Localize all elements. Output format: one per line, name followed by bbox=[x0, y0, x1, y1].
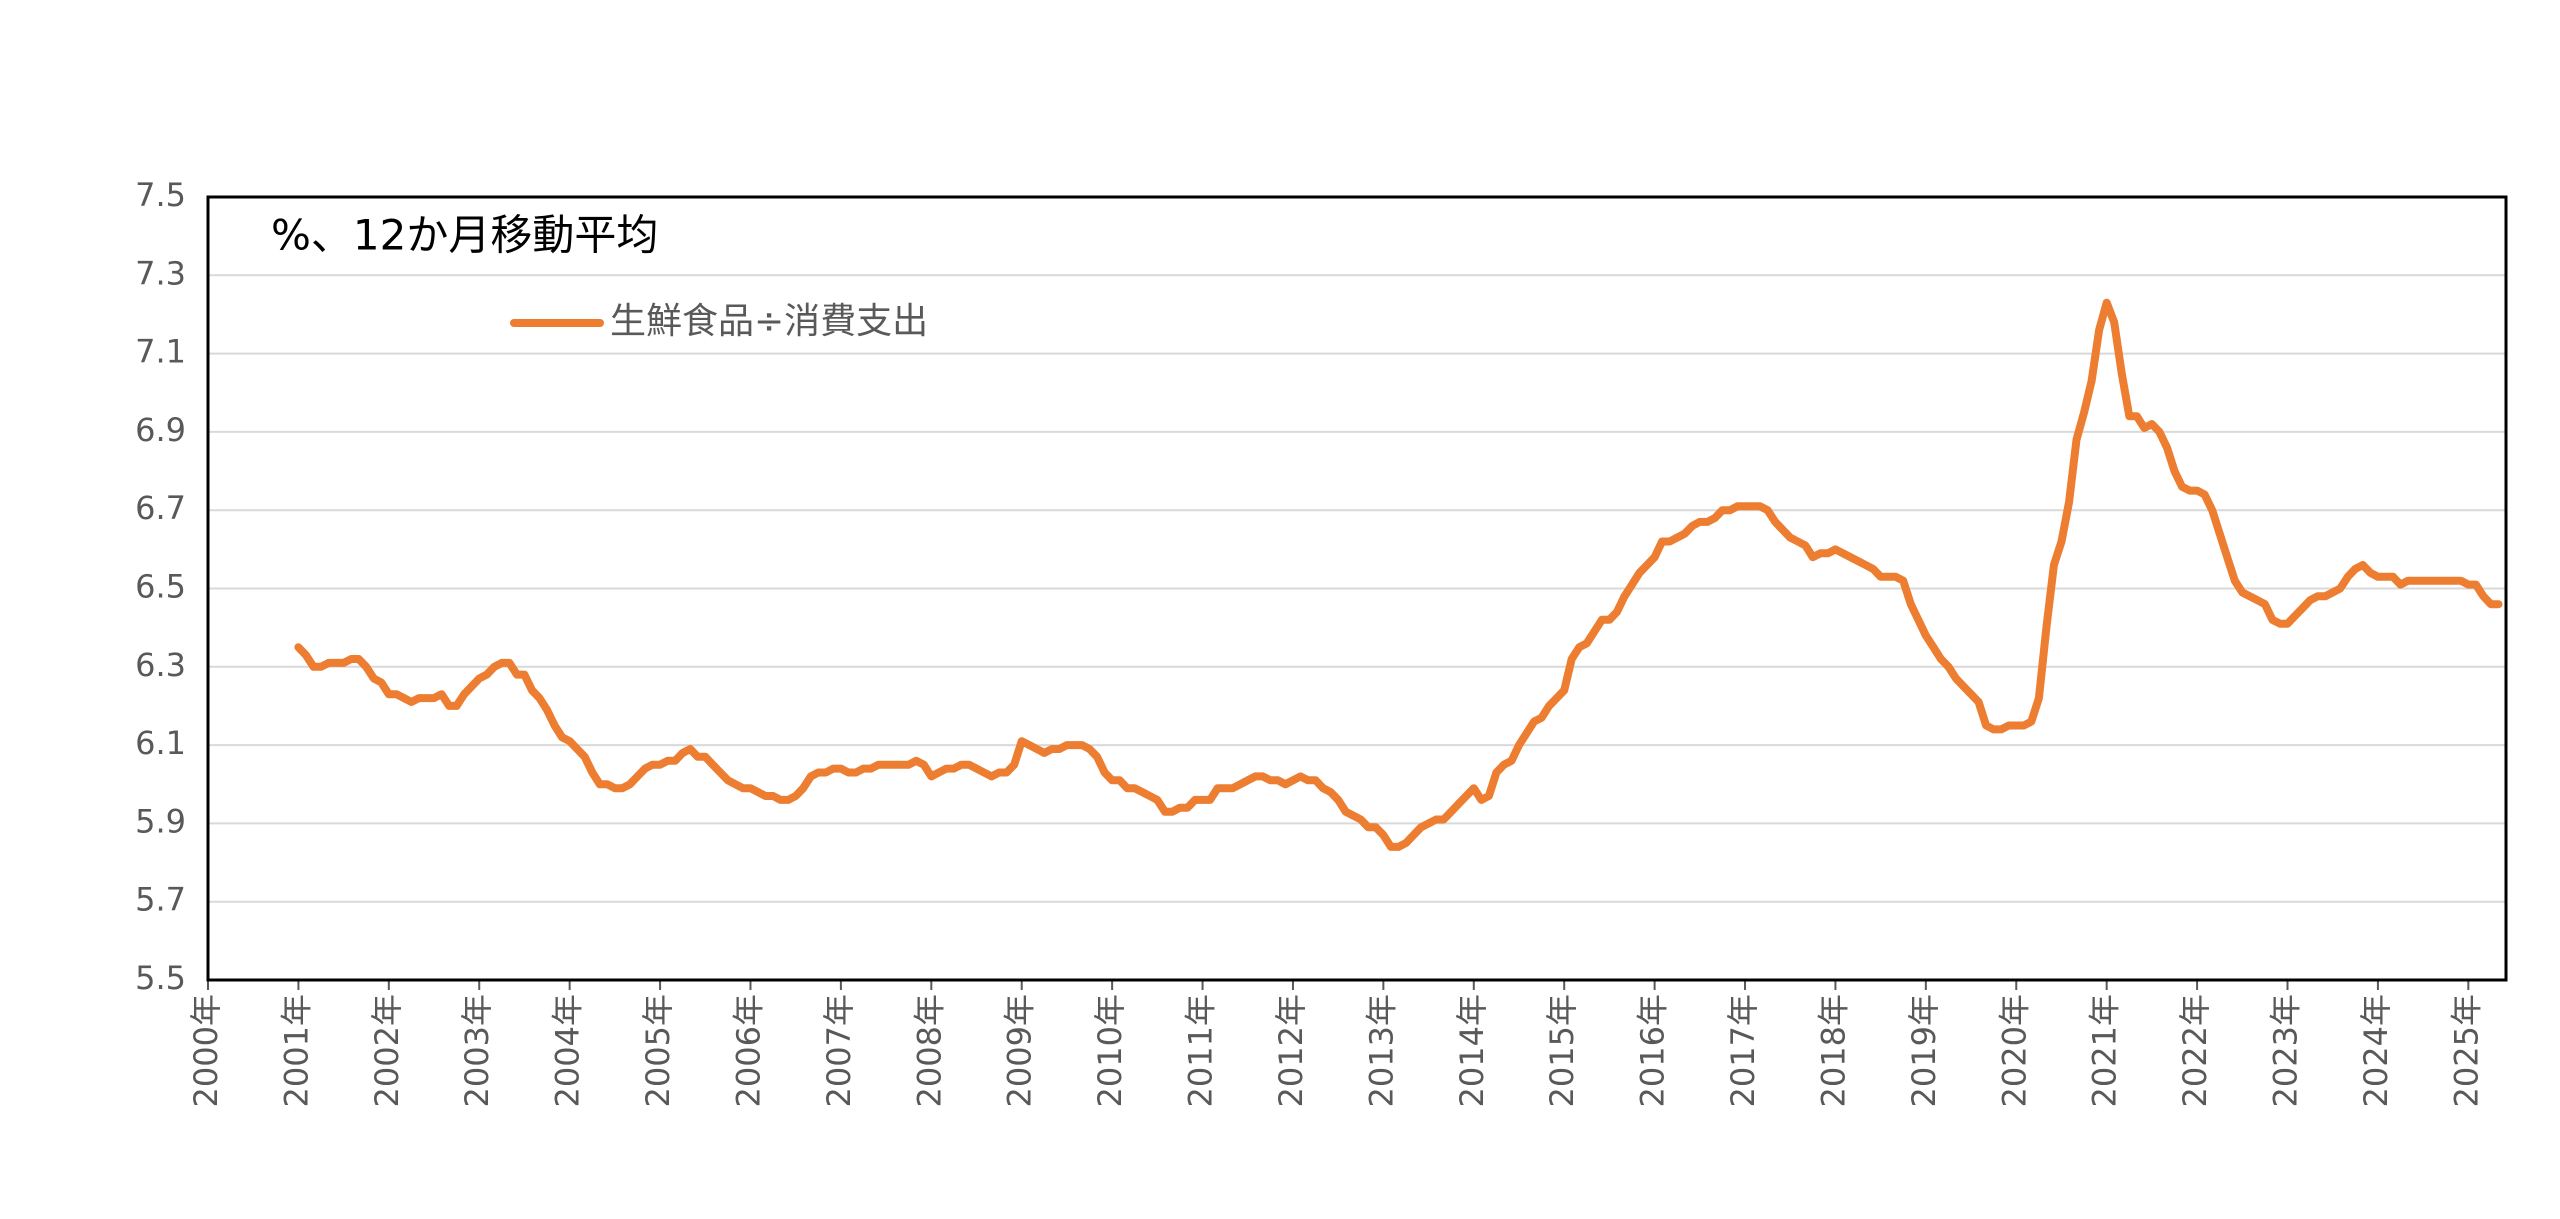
y-tick-label: 5.9 bbox=[135, 802, 186, 840]
x-tick-label: 2007年 bbox=[820, 994, 858, 1107]
y-tick-label: 5.7 bbox=[135, 881, 186, 919]
data-line bbox=[294, 298, 2503, 851]
x-tick-label: 2016年 bbox=[1634, 994, 1672, 1107]
y-tick-label: 6.1 bbox=[135, 724, 186, 762]
y-tick-label: 7.5 bbox=[135, 176, 186, 214]
x-tick-label: 2002年 bbox=[368, 994, 406, 1107]
x-tick-label: 2022年 bbox=[2176, 994, 2214, 1107]
x-tick-label: 2025年 bbox=[2447, 994, 2485, 1107]
legend-label: 生鮮食品÷消費支出 bbox=[610, 301, 928, 342]
y-tick-label: 6.5 bbox=[135, 568, 186, 606]
x-tick-label: 2006年 bbox=[729, 994, 767, 1107]
x-tick-label: 2013年 bbox=[1362, 994, 1400, 1107]
x-tick-label: 2023年 bbox=[2267, 994, 2305, 1107]
y-tick-label: 7.1 bbox=[135, 333, 186, 371]
x-tick-label: 2008年 bbox=[910, 994, 948, 1107]
x-tick-label: 2012年 bbox=[1272, 994, 1310, 1107]
x-tick-label: 2010年 bbox=[1091, 994, 1129, 1107]
x-tick-label: 2011年 bbox=[1182, 994, 1220, 1107]
x-tick-label: 2015年 bbox=[1543, 994, 1581, 1107]
x-tick-label: 2005年 bbox=[639, 994, 677, 1107]
x-tick-label: 2009年 bbox=[1001, 994, 1039, 1107]
x-tick-label: 2021年 bbox=[2086, 994, 2124, 1107]
y-tick-label: 6.7 bbox=[135, 489, 186, 527]
x-tick-label: 2003年 bbox=[458, 994, 496, 1107]
x-tick-label: 2001年 bbox=[277, 994, 315, 1107]
x-tick-label: 2018年 bbox=[1814, 994, 1852, 1107]
plot-frame bbox=[206, 195, 2508, 982]
y-tick-label: 6.3 bbox=[135, 646, 186, 684]
chart-title: %、12か月移動平均 bbox=[271, 211, 658, 260]
x-tick-label: 2000年 bbox=[187, 994, 225, 1107]
x-tick-label: 2004年 bbox=[549, 994, 587, 1107]
y-tick-label: 7.3 bbox=[135, 254, 186, 292]
x-tick-label: 2019年 bbox=[1905, 994, 1943, 1107]
x-tick-label: 2020年 bbox=[1995, 994, 2033, 1107]
x-tick-label: 2024年 bbox=[2357, 994, 2395, 1107]
x-tick-label: 2014年 bbox=[1453, 994, 1491, 1107]
y-tick-label: 5.5 bbox=[135, 959, 186, 997]
x-tick-label: 2017年 bbox=[1724, 994, 1762, 1107]
y-tick-label: 6.9 bbox=[135, 411, 186, 449]
